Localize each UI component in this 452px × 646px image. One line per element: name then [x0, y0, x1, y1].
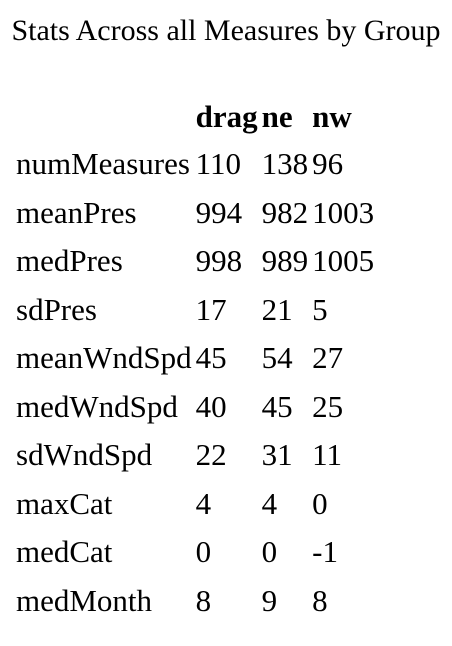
table-cell: 994	[195, 194, 243, 230]
table-row: sdWndSpd 22 31 11	[16, 431, 374, 480]
row-label: maxCat	[16, 485, 113, 521]
table-cell: 17	[195, 291, 227, 327]
table-cell: 0	[261, 534, 278, 569]
row-label: sdWndSpd	[16, 437, 153, 472]
table-row: medPres 998 989 1005	[16, 237, 374, 286]
table-row: sdPres 17 21 5	[16, 286, 374, 335]
row-label: meanPres	[16, 194, 137, 230]
table-cell: 998	[195, 243, 243, 278]
table-cell: 54	[261, 340, 293, 375]
table-row: numMeasures 110 138 96	[16, 140, 374, 189]
table-cell: 96	[312, 146, 344, 181]
table-cell: 0	[312, 485, 328, 521]
table-cell: 982	[261, 194, 309, 230]
column-header-drag: drag	[195, 99, 258, 134]
stats-table: drag ne nw numMeasures 110 138 96 meanPr…	[12, 94, 378, 625]
table-row: meanWndSpd 45 54 27	[16, 334, 374, 383]
table-cell: 31	[261, 437, 293, 472]
table-cell: 11	[312, 437, 342, 472]
table-cell: 21	[261, 291, 293, 327]
table-row: meanPres 994 982 1003	[16, 189, 374, 238]
table-cell: 989	[261, 243, 309, 278]
table-caption: Stats Across all Measures by Group	[11, 14, 441, 47]
table-cell: 4	[195, 485, 212, 521]
table-cell: 5	[312, 291, 328, 327]
corner-cell	[16, 94, 192, 140]
row-label: medPres	[16, 243, 123, 278]
row-label: medCat	[16, 534, 113, 569]
table-cell: 25	[312, 388, 344, 424]
table-cell: 45	[195, 340, 227, 375]
table-row: maxCat 4 4 0	[16, 480, 374, 529]
table-cell: 45	[261, 388, 293, 424]
table-cell: 8	[312, 582, 328, 618]
table-cell: 40	[195, 388, 227, 424]
table-cell: 110	[195, 146, 241, 181]
table-cell: 0	[195, 534, 212, 569]
row-label: medMonth	[16, 582, 153, 618]
row-label: meanWndSpd	[16, 340, 192, 375]
table-row: medCat 0 0 -1	[16, 528, 374, 577]
table-cell: -1	[312, 534, 338, 569]
column-header-ne: ne	[261, 99, 293, 134]
table-row: medMonth 8 9 8	[16, 577, 374, 626]
table-cell: 22	[195, 437, 227, 472]
row-label: sdPres	[16, 291, 97, 327]
table-cell: 4	[261, 485, 278, 521]
row-label: medWndSpd	[16, 388, 178, 424]
header-row: drag ne nw	[16, 94, 374, 140]
table-cell: 8	[195, 582, 212, 618]
table-cell: 138	[261, 146, 309, 181]
table-cell: 27	[312, 340, 344, 375]
table-cell: 9	[261, 582, 278, 618]
column-header-nw: nw	[312, 99, 352, 134]
row-label: numMeasures	[16, 146, 190, 181]
table-cell: 1005	[312, 243, 375, 278]
table-row: medWndSpd 40 45 25	[16, 383, 374, 432]
table-cell: 1003	[312, 194, 375, 230]
